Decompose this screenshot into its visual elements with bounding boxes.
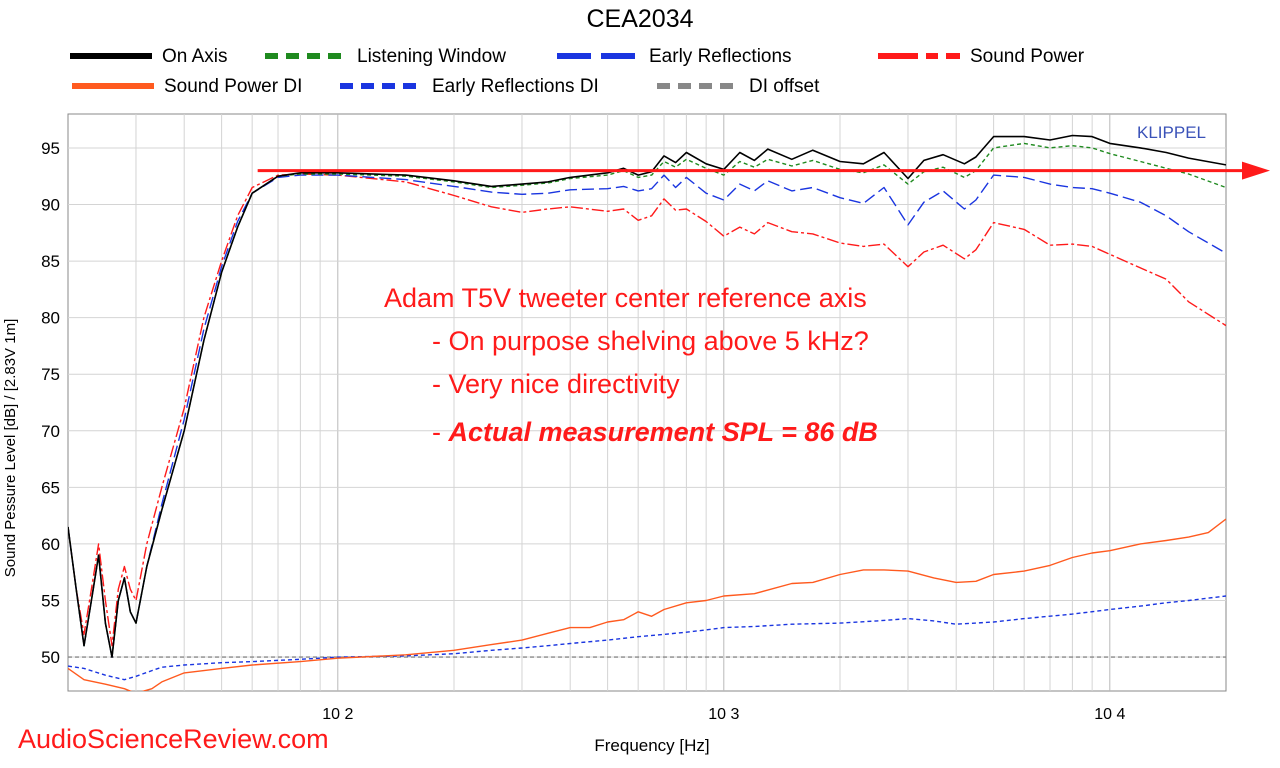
y-tick-label: 75 (41, 365, 60, 384)
series-line-on-axis (68, 134, 1226, 658)
legend-label: Sound Power (970, 46, 1085, 67)
y-tick-label: 50 (41, 648, 60, 667)
y-tick-label: 80 (41, 309, 60, 328)
x-axis-label: Frequency [Hz] (594, 736, 709, 755)
site-label: AudioScienceReview.com (18, 724, 329, 754)
y-tick-label: 70 (41, 422, 60, 441)
x-axis-ticks: 10 2 10 3 10 4 (322, 706, 1125, 723)
series-line-early-reflections (68, 174, 1226, 658)
annotation-block: Adam T5V tweeter center reference axis - … (384, 283, 878, 447)
legend-label: Listening Window (357, 46, 506, 67)
y-tick-label: 95 (41, 139, 60, 158)
watermark-klippel: KLIPPEL (1137, 123, 1206, 142)
y-axis-label: Sound Pessure Level [dB] / [2.83V 1m] (2, 319, 19, 578)
y-tick-label: 55 (41, 591, 60, 610)
annotation-line: Adam T5V tweeter center reference axis (384, 283, 867, 313)
legend-label: Early Reflections DI (432, 76, 599, 97)
x-tick-label: 10 4 (1094, 706, 1125, 723)
y-tick-label: 85 (41, 252, 60, 271)
series-line-early-reflections-di (68, 595, 1226, 681)
x-tick-label: 10 2 (322, 706, 353, 723)
y-tick-label: 65 (41, 478, 60, 497)
annotation-line: - Very nice directivity (432, 369, 680, 399)
x-tick-label: 10 3 (708, 706, 739, 723)
chart-legend: On Axis Listening Window Early Reflections… (70, 46, 1085, 97)
series-line-sound-power (68, 173, 1226, 647)
plot-area (67, 113, 1227, 692)
reference-arrow (257, 161, 1270, 180)
annotation-line: - On purpose shelving above 5 kHz? (432, 326, 869, 356)
y-axis-ticks: 50 55 60 65 70 75 80 85 90 95 (41, 139, 60, 667)
annotation-line: - Actual measurement SPL = 86 dB (432, 417, 878, 447)
y-tick-label: 60 (41, 535, 60, 554)
series-line-sound-power-di (68, 518, 1226, 691)
reference-arrow-head (1242, 161, 1270, 180)
chart-title: CEA2034 (586, 5, 693, 33)
annotation-emphasis: Actual measurement SPL = 86 dB (448, 417, 878, 447)
y-tick-label: 90 (41, 196, 60, 215)
legend-label: On Axis (162, 46, 227, 67)
legend-label: Sound Power DI (164, 76, 302, 97)
series-lines (68, 134, 1226, 691)
legend-label: Early Reflections (649, 46, 792, 67)
legend-label: DI offset (749, 76, 820, 97)
